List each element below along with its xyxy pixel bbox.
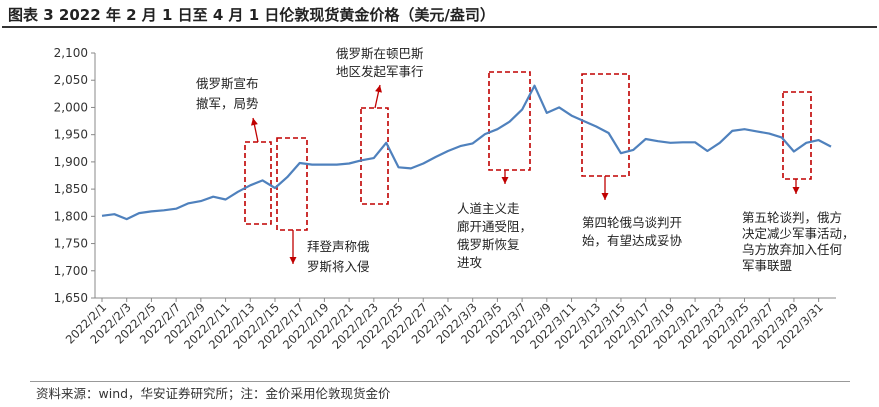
chart-title: 图表 3 2022 年 2 月 1 日至 4 月 1 日伦敦现货黄金价格（美元/…	[2, 2, 877, 28]
annotation-line: 俄罗斯恢复	[457, 237, 520, 252]
event-arrow	[289, 230, 297, 264]
annotation-line: 廊开通受阻，	[457, 219, 532, 234]
annotation-line: 第五轮谈判，俄方	[742, 210, 842, 225]
y-tick-label: 2,000	[54, 100, 88, 114]
annotation-line: 乌方放弃加入任何	[742, 242, 843, 257]
event-arrow	[792, 179, 800, 194]
event-arrow	[501, 170, 509, 184]
y-tick-label: 1,700	[54, 264, 88, 278]
event-boxes	[244, 71, 812, 231]
event-box	[581, 73, 630, 177]
y-tick-label: 1,900	[54, 155, 88, 169]
y-tick-label: 2,050	[54, 73, 88, 87]
event-box	[360, 107, 389, 205]
y-axis-ticks: 1,650 1,700 1,750 1,800 1,850 1,900 1,950 2,000…	[54, 46, 95, 305]
event-arrow	[601, 176, 609, 200]
y-tick-label: 1,750	[54, 237, 88, 251]
chart-axes	[94, 53, 836, 299]
event-box	[276, 137, 308, 231]
event-arrow	[374, 84, 382, 109]
annotation-line: 拜登声称俄	[307, 239, 370, 254]
y-tick-label: 2,100	[54, 46, 88, 60]
y-tick-label: 1,850	[54, 182, 88, 196]
y-tick-label: 1,650	[54, 291, 88, 305]
annotation-line: 始，有望达成妥协	[582, 233, 683, 248]
event-annotation: 俄罗斯宣布撤军，局势	[196, 76, 259, 111]
y-tick-label: 1,950	[54, 128, 88, 142]
event-arrow	[251, 117, 259, 143]
event-annotation: 第四轮俄乌谈判开始，有望达成妥协	[582, 215, 683, 248]
annotation-line: 第四轮俄乌谈判开	[582, 215, 682, 230]
footer-divider	[30, 381, 850, 382]
annotation-line: 俄罗斯宣布	[196, 76, 259, 91]
annotation-line: 人道主义走	[457, 201, 520, 216]
annotation-line: 地区发起军事行	[336, 64, 424, 79]
annotation-line: 罗斯将入侵	[307, 259, 370, 274]
annotation-line: 军事联盟	[742, 258, 792, 273]
event-box	[782, 91, 812, 180]
annotation-line: 进攻	[457, 255, 483, 270]
event-annotation: 俄罗斯在顿巴斯地区发起军事行	[336, 46, 424, 79]
annotation-line: 俄罗斯在顿巴斯	[336, 46, 424, 61]
event-annotation: 人道主义走廊开通受阻， 俄罗斯恢复进攻	[457, 201, 532, 270]
event-box	[488, 71, 531, 171]
event-annotation: 拜登声称俄罗斯将入侵	[307, 239, 370, 274]
gold-price-line	[101, 84, 832, 221]
annotation-line: 决定减少军事活动，	[742, 226, 855, 241]
annotation-line: 撤军，局势	[196, 96, 259, 111]
event-arrows	[251, 84, 800, 264]
line-chart: 1,650 1,700 1,750 1,800 1,850 1,900 1,950 2,000…	[54, 46, 855, 352]
event-annotation: 第五轮谈判，俄方决定减少军事活动，乌方放弃加入任何军事联盟	[742, 210, 855, 273]
y-tick-label: 1,800	[54, 209, 88, 223]
x-axis-ticks: 2022/2/12022/2/32022/2/52022/2/72022/2/9…	[63, 298, 826, 352]
source-note: 资料来源：wind，华安证券研究所；注：金价采用伦敦现货金价	[36, 386, 391, 401]
